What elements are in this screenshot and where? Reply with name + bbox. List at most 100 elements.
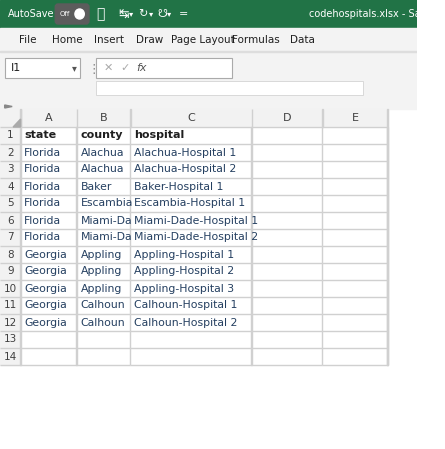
Bar [0,279,20,280]
Bar [322,313,388,314]
Text: Appling-Hospital 2: Appling-Hospital 2 [134,267,234,277]
Bar [20,297,77,314]
Bar [322,177,388,178]
Bar [0,330,20,331]
Bar [77,314,130,331]
Text: 6: 6 [7,216,14,225]
Bar [387,263,388,280]
Bar [251,297,252,314]
Text: ✓: ✓ [120,63,129,73]
Bar [129,314,130,331]
Bar [129,195,130,212]
Bar [77,211,130,212]
Bar [20,280,77,297]
Bar [130,279,252,280]
Bar [130,160,252,161]
Text: 3: 3 [7,164,14,175]
Bar [252,313,322,314]
Bar [387,212,388,229]
Bar [130,161,252,178]
Bar [20,161,77,178]
Bar [322,330,388,331]
Bar [77,194,130,195]
Bar [387,229,388,246]
Bar [20,177,77,178]
Bar [322,314,388,331]
Bar [130,177,252,178]
Bar [251,246,252,263]
Text: ▾: ▾ [129,9,134,18]
Text: 13: 13 [4,335,17,344]
Bar [251,195,252,212]
Bar [97,58,232,78]
Bar [129,348,130,365]
Bar [322,331,388,348]
Bar [252,246,322,263]
Text: ✕: ✕ [104,63,113,73]
Polygon shape [13,119,20,127]
Bar [251,280,252,297]
Bar [251,229,252,246]
Bar [130,178,252,195]
Bar [322,348,388,365]
Bar [322,296,388,297]
Bar [77,330,130,331]
Bar [252,297,322,314]
Bar [387,195,388,212]
Bar [77,144,130,161]
Text: Appling: Appling [81,250,122,260]
Bar [77,280,130,297]
Bar [77,178,130,195]
Text: ↹: ↹ [118,8,129,21]
Bar [0,178,20,195]
Bar [0,127,20,144]
Bar [252,229,322,246]
Bar [0,144,20,161]
Bar [387,348,388,365]
Bar [129,263,130,280]
Bar [129,144,130,161]
Text: Data: Data [290,35,315,45]
Bar [130,314,252,331]
Bar [77,279,130,280]
Bar [130,296,252,297]
Text: Appling: Appling [81,283,122,294]
Bar [0,161,20,178]
Text: E: E [352,113,358,123]
Bar [130,109,131,127]
Text: hospital: hospital [134,131,184,141]
Bar [252,348,322,365]
Text: Calhoun-Hospital 2: Calhoun-Hospital 2 [134,317,237,327]
Bar [20,348,77,365]
Text: Miami-Da: Miami-Da [81,233,132,242]
Bar [20,178,77,195]
Text: Florida: Florida [24,233,61,242]
Bar [322,195,388,212]
Bar [251,348,252,365]
Text: Page Layout: Page Layout [171,35,235,45]
Bar [252,161,322,178]
Bar [77,263,130,280]
Bar [130,195,252,212]
Bar [130,313,252,314]
Bar [322,246,388,263]
Text: Florida: Florida [24,198,61,208]
Bar [251,331,252,348]
Bar [20,246,77,263]
Text: state: state [24,131,57,141]
Bar [387,246,388,263]
Bar [20,263,77,280]
Bar [322,279,388,280]
Text: Baker: Baker [81,181,112,192]
Bar [252,263,322,280]
Bar [130,229,252,246]
Text: Alachua-Hospital 2: Alachua-Hospital 2 [134,164,236,175]
Bar [77,212,130,229]
Bar [252,127,322,144]
Bar [129,178,130,195]
Text: 14: 14 [4,352,17,361]
Text: Alachua-Hospital 1: Alachua-Hospital 1 [134,148,236,158]
Bar [0,229,20,246]
Bar [387,127,388,144]
Text: ⎙: ⎙ [97,7,105,21]
